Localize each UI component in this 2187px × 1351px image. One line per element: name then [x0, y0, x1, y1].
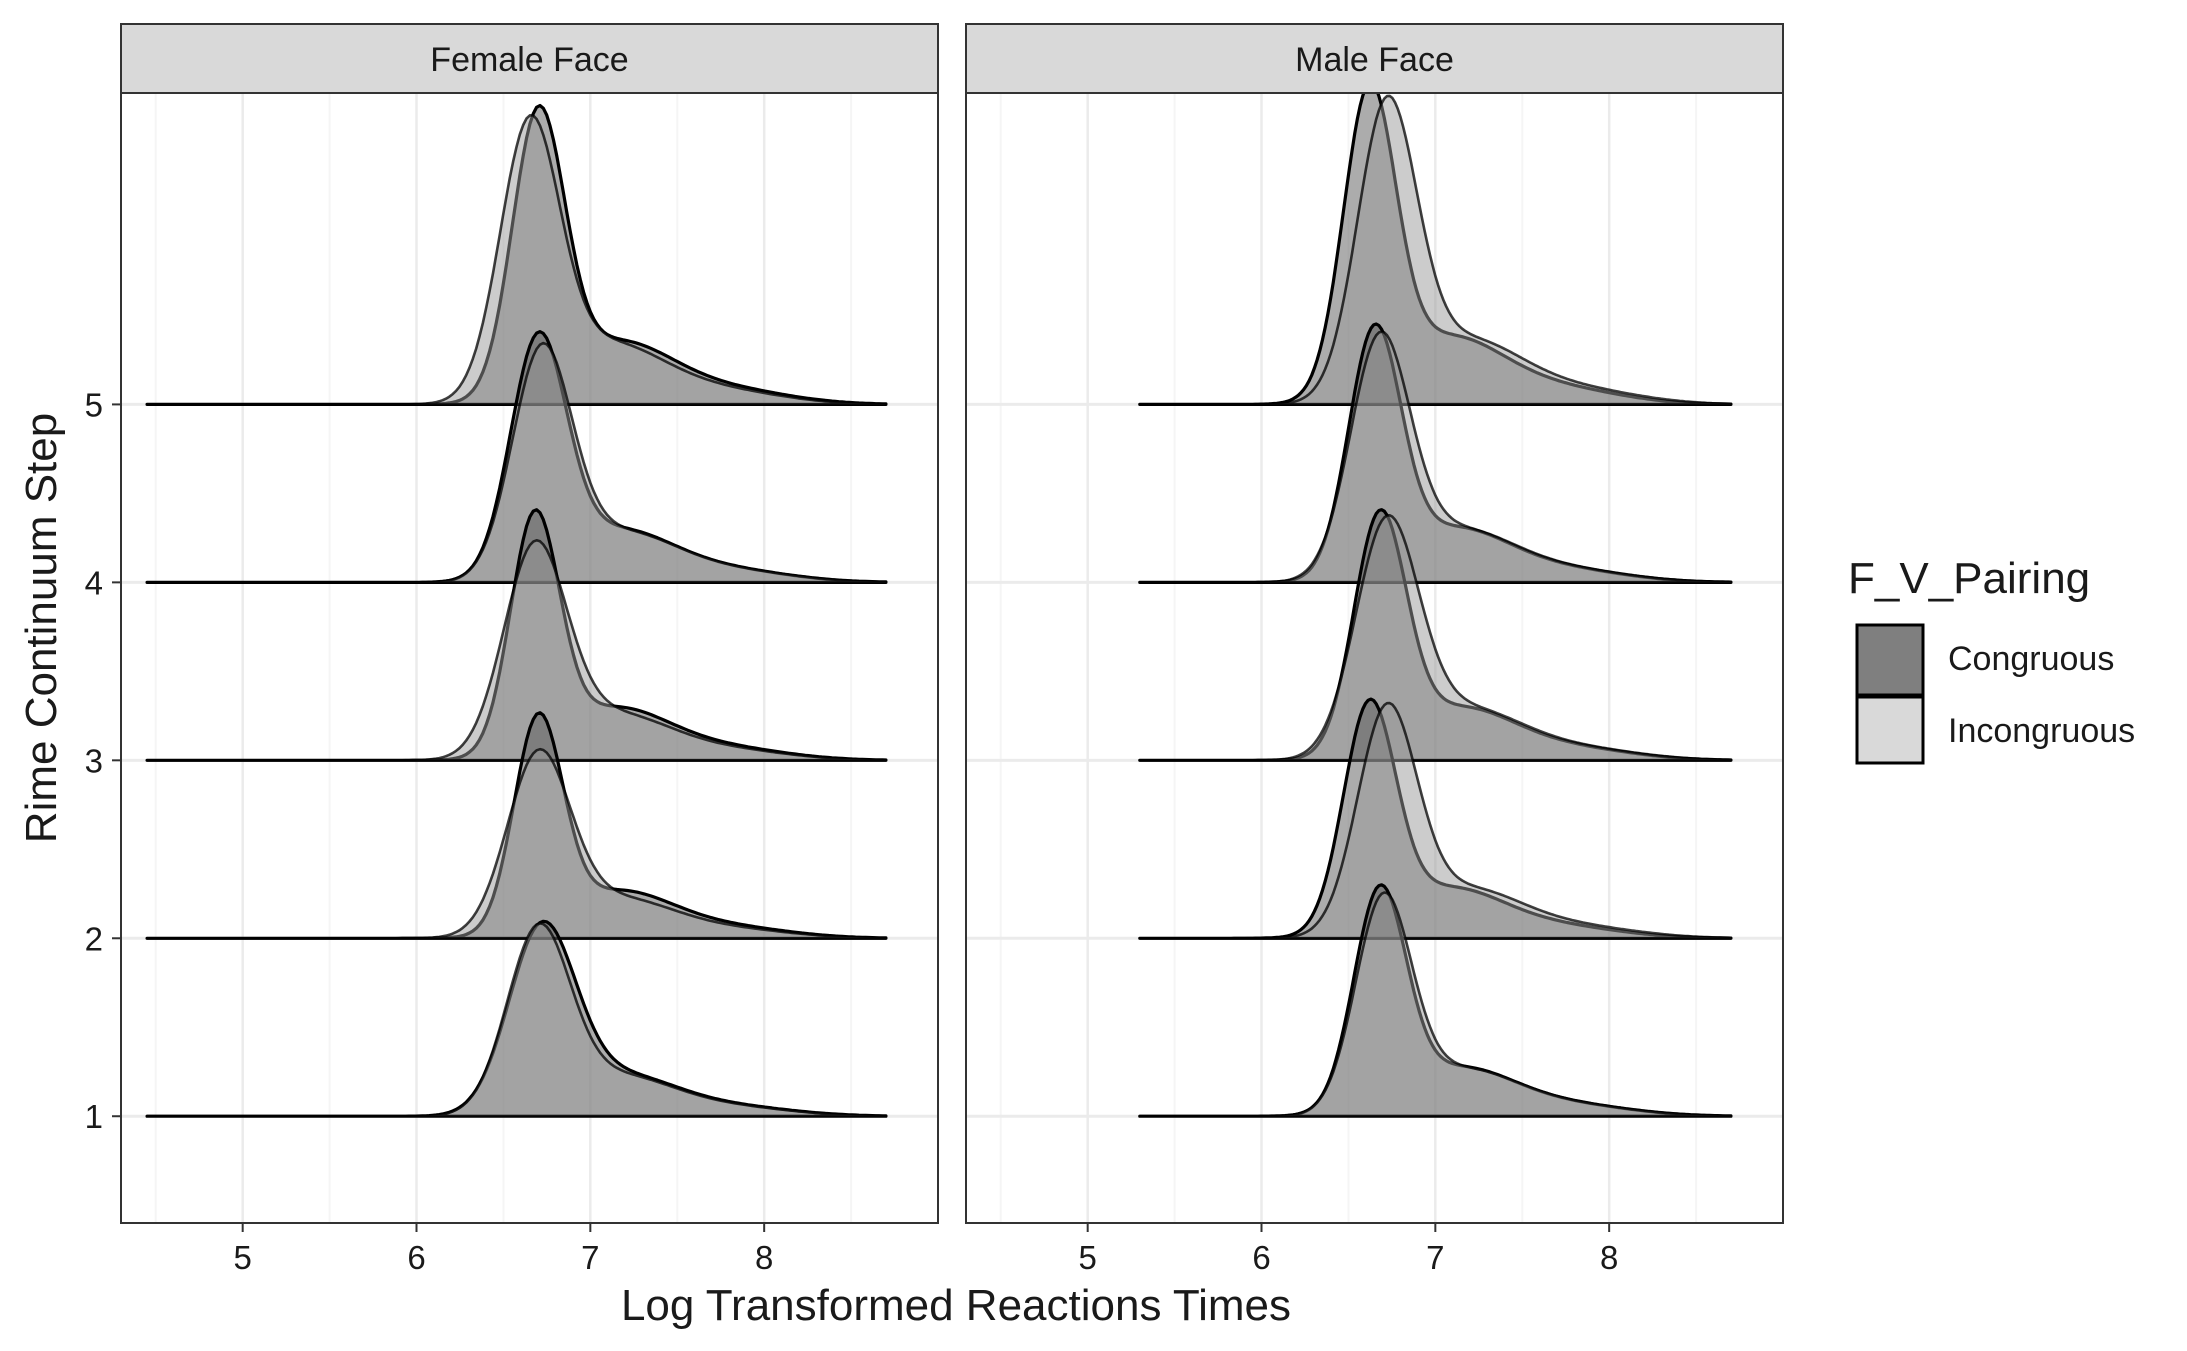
x-tick-label: 7 — [581, 1239, 599, 1276]
density-incongruous-step-4 — [145, 341, 888, 584]
ridge-step-2 — [1138, 697, 1733, 940]
strip-label: Male Face — [1295, 41, 1454, 79]
legend-key-congruous — [1855, 623, 1925, 697]
density-incongruous-step-1 — [1138, 891, 1733, 1118]
ridge-step-3 — [1138, 508, 1733, 762]
ridge-step-3 — [145, 508, 888, 762]
strip-label: Female Face — [430, 41, 628, 79]
ridge-step-4 — [1138, 322, 1733, 584]
density-incongruous-step-3 — [145, 539, 888, 762]
x-tick-label: 6 — [1252, 1239, 1270, 1276]
y-tick-label: 1 — [85, 1098, 103, 1135]
legend-key-incongruous — [1855, 695, 1925, 765]
density-incongruous-step-1 — [145, 922, 888, 1118]
x-tick-label: 6 — [407, 1239, 425, 1276]
x-tick-label: 5 — [1079, 1239, 1097, 1276]
y-tick-label: 5 — [85, 386, 103, 423]
ridge-step-1 — [1138, 883, 1733, 1118]
panel-male-face: Male Face 5 6 7 8 — [965, 23, 1784, 1276]
density-incongruous-step-5 — [145, 114, 888, 406]
ridge-step-1 — [145, 919, 888, 1118]
x-tick-label: 7 — [1426, 1239, 1444, 1276]
density-incongruous-step-4 — [1138, 330, 1733, 584]
strip-background — [120, 23, 939, 94]
ridge-step-2 — [145, 711, 888, 940]
panels-layer: Female Face 5 6 7 8 1 2 3 4 5 Male Face 5 6 7 8 — [85, 23, 1784, 1276]
y-tick-label: 4 — [85, 564, 103, 601]
density-incongruous-step-2 — [1138, 701, 1733, 940]
density-incongruous-step-2 — [145, 747, 888, 940]
y-tick-label: 3 — [85, 742, 103, 779]
x-tick-label: 8 — [1600, 1239, 1618, 1276]
strip-background — [965, 23, 1784, 94]
panel-female-face: Female Face 5 6 7 8 1 2 3 4 5 — [85, 23, 939, 1276]
ridge-step-5 — [1138, 80, 1733, 406]
x-tick-label: 8 — [755, 1239, 773, 1276]
x-tick-label: 5 — [234, 1239, 252, 1276]
ridge-step-5 — [145, 103, 888, 406]
ridge-step-4 — [145, 330, 888, 584]
legend-label-incongruous: Incongruous — [1948, 712, 2135, 750]
y-tick-label: 2 — [85, 920, 103, 957]
legend-title: F_V_Pairing — [1848, 554, 2090, 603]
density-incongruous-step-5 — [1138, 94, 1733, 406]
x-axis-title: Log Transformed Reactions Times — [621, 1281, 1291, 1330]
density-incongruous-step-3 — [1138, 514, 1733, 762]
legend-label-congruous: Congruous — [1948, 640, 2114, 678]
legend: F_V_Pairing Congruous Incongruous — [1848, 554, 2135, 765]
y-axis-title: Rime Continuum Step — [17, 413, 66, 843]
